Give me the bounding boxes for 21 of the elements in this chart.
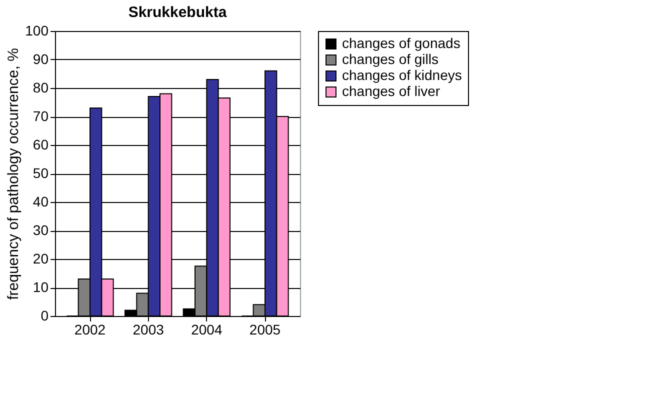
y-tick-label: 20 <box>32 250 49 266</box>
y-tick-label: 0 <box>40 308 49 324</box>
y-tick-label: 30 <box>32 222 49 238</box>
legend-label: changes of gonads <box>342 35 460 51</box>
y-tick-label: 70 <box>32 108 49 124</box>
x-tick-label: 2002 <box>74 322 106 338</box>
y-tick-label: 50 <box>32 165 49 181</box>
y-tick-label: 100 <box>25 22 49 38</box>
legend-label: changes of kidneys <box>342 67 462 83</box>
legend-label: changes of liver <box>342 83 440 99</box>
y-tick-label: 80 <box>32 80 49 96</box>
y-axis-title: frequency of pathology occurrence, % <box>5 48 22 300</box>
x-tick-label: 2003 <box>132 322 164 338</box>
legend-label: changes of gills <box>342 51 439 67</box>
y-tick-label: 10 <box>32 279 49 295</box>
y-tick-label: 40 <box>32 194 49 210</box>
y-tick-label: 60 <box>32 136 49 152</box>
y-tick-label: 90 <box>32 51 49 67</box>
x-tick-label: 2004 <box>191 322 222 338</box>
chart-title: Skrukkebukta <box>128 4 228 21</box>
x-tick-label: 2005 <box>249 322 281 338</box>
